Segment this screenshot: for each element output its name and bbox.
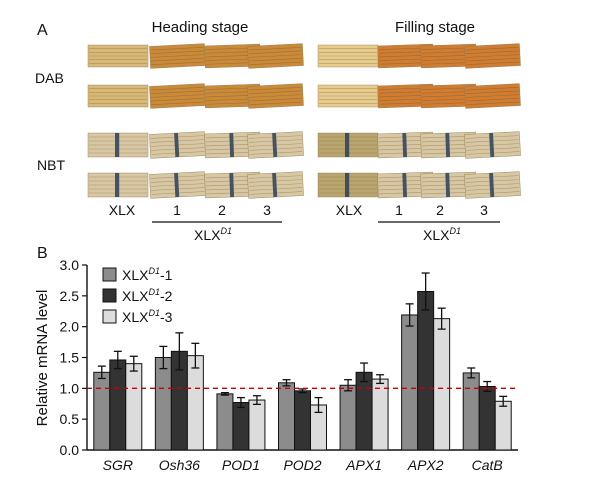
y-tick-label: 0.5 [60, 411, 80, 427]
y-tick-label: 3.0 [60, 257, 80, 273]
bar-APX2-series-2 [417, 291, 435, 451]
heading-line-3-label: 3 [263, 202, 271, 218]
leaf-photo-grid [87, 43, 521, 199]
leaf-filling-dab-1-0 [317, 84, 379, 108]
legend-swatch-3 [102, 309, 117, 324]
bar-SGR-series-1 [93, 371, 111, 451]
filling-line-1-label: 1 [395, 202, 403, 218]
x-tick-label-APX2: APX2 [407, 457, 444, 473]
legend-label-1: XLXD1-1 [122, 266, 173, 283]
leaf-heading-dab-0-1 [149, 43, 206, 69]
bar-APX1-series-3 [371, 378, 389, 451]
row-label-dab: DAB [35, 70, 64, 86]
leaf-heading-nbt-2-2 [204, 131, 261, 159]
leaf-heading-dab-0-3 [247, 43, 304, 69]
heading-xlx-label: XLX [109, 202, 136, 218]
leaf-filling-nbt-2-3 [464, 131, 521, 159]
leaf-heading-nbt-2-1 [149, 131, 206, 159]
bar-APX1-series-1 [339, 384, 357, 451]
leaf-heading-dab-1-0 [87, 84, 149, 108]
heading-group-label: XLXD1 [194, 226, 232, 243]
bar-APX2-series-1 [401, 314, 419, 451]
legend-label-2: XLXD1-2 [122, 287, 173, 304]
y-tick-label: 2.5 [60, 288, 80, 304]
row-label-nbt: NBT [37, 157, 65, 173]
leaf-filling-dab-0-2 [420, 43, 477, 69]
filling-xlx-label: XLX [336, 202, 363, 218]
heading-stage-title: Heading stage [152, 19, 249, 36]
leaf-heading-nbt-3-3 [247, 171, 304, 199]
bar-POD2-series-2 [294, 390, 311, 451]
x-tick-label-CatB: CatB [472, 457, 503, 473]
leaf-filling-nbt-3-0 [317, 172, 379, 198]
leaf-filling-dab-0-3 [464, 43, 521, 69]
bar-APX2-series-3 [433, 318, 451, 451]
legend-label-3: XLXD1-3 [122, 308, 173, 325]
y-axis-label: Relative mRNA level [34, 290, 51, 427]
heading-line-1-label: 1 [173, 202, 181, 218]
bar-CatB-series-3 [494, 400, 512, 451]
heading-line-2-label: 2 [218, 202, 226, 218]
leaf-heading-dab-1-1 [149, 83, 206, 109]
x-tick-label-POD2: POD2 [283, 457, 321, 473]
x-tick-label-POD1: POD1 [222, 457, 260, 473]
bar-POD2-series-1 [278, 382, 295, 451]
leaf-heading-dab-1-3 [247, 83, 304, 109]
leaf-heading-nbt-2-0 [87, 132, 149, 158]
leaf-heading-nbt-3-1 [149, 171, 206, 199]
bar-chart: 0.0 0.5 1.0 1.5 2.0 2.5 3.0 SGR Osh36 POD1 POD2 APX… [60, 257, 518, 473]
y-tick-label: 1.5 [60, 350, 80, 366]
bar-POD1-series-2 [232, 402, 250, 451]
panel-b-letter: B [37, 245, 48, 262]
leaf-filling-nbt-2-0 [317, 132, 379, 158]
filling-line-3-label: 3 [480, 202, 488, 218]
bar-APX1-series-2 [355, 371, 373, 451]
leaf-filling-nbt-3-3 [464, 171, 521, 199]
leaf-heading-nbt-3-0 [87, 172, 149, 198]
bar-Osh36-series-1 [154, 357, 172, 451]
y-tick-label: 1.0 [60, 380, 80, 396]
bar-CatB-series-2 [478, 385, 496, 451]
bar-POD1-series-1 [216, 393, 234, 451]
y-tick-label: 2.0 [60, 319, 80, 335]
bar-POD1-series-3 [248, 399, 266, 451]
filling-line-2-label: 2 [436, 202, 444, 218]
panel-a-letter: A [37, 22, 48, 39]
bar-Osh36-series-3 [186, 355, 204, 451]
x-tick-label-SGR: SGR [103, 457, 133, 473]
leaf-heading-nbt-2-3 [247, 131, 304, 159]
bar-SGR-series-2 [109, 359, 127, 451]
legend-swatch-2 [102, 288, 117, 303]
bar-CatB-series-1 [462, 372, 480, 451]
leaf-heading-dab-0-0 [87, 44, 149, 68]
bar-SGR-series-3 [125, 363, 143, 451]
filling-stage-title: Filling stage [395, 19, 475, 36]
x-tick-label-Osh36: Osh36 [159, 457, 200, 473]
x-tick-label-APX1: APX1 [345, 457, 382, 473]
legend-swatch-1 [102, 267, 117, 282]
leaf-filling-dab-1-3 [464, 83, 521, 109]
leaf-filling-dab-0-0 [317, 44, 379, 68]
filling-group-label: XLXD1 [423, 226, 461, 243]
y-tick-label: 0.0 [60, 442, 80, 458]
